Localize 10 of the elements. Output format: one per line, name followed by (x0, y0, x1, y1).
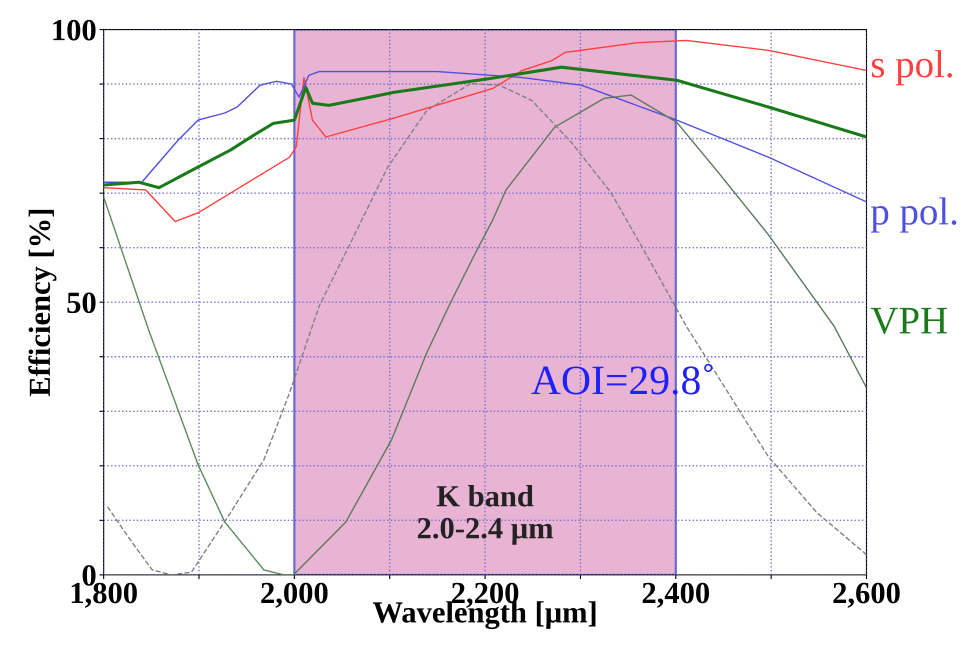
band-label: K band 2.0-2.4 μm (418, 485, 554, 545)
x-tick-label: 2,400 (642, 582, 710, 608)
y-tick-label: 100 (53, 20, 96, 40)
y-axis-title: Efficiency [%] (28, 210, 56, 396)
x-tick-label: 2,600 (833, 582, 900, 608)
x-tick-label: 2,000 (261, 582, 328, 608)
series-label: p pol. (870, 197, 956, 233)
series-label: s pol. (872, 50, 952, 86)
y-tick-label: 50 (67, 292, 96, 314)
text: VPH (870, 308, 947, 334)
